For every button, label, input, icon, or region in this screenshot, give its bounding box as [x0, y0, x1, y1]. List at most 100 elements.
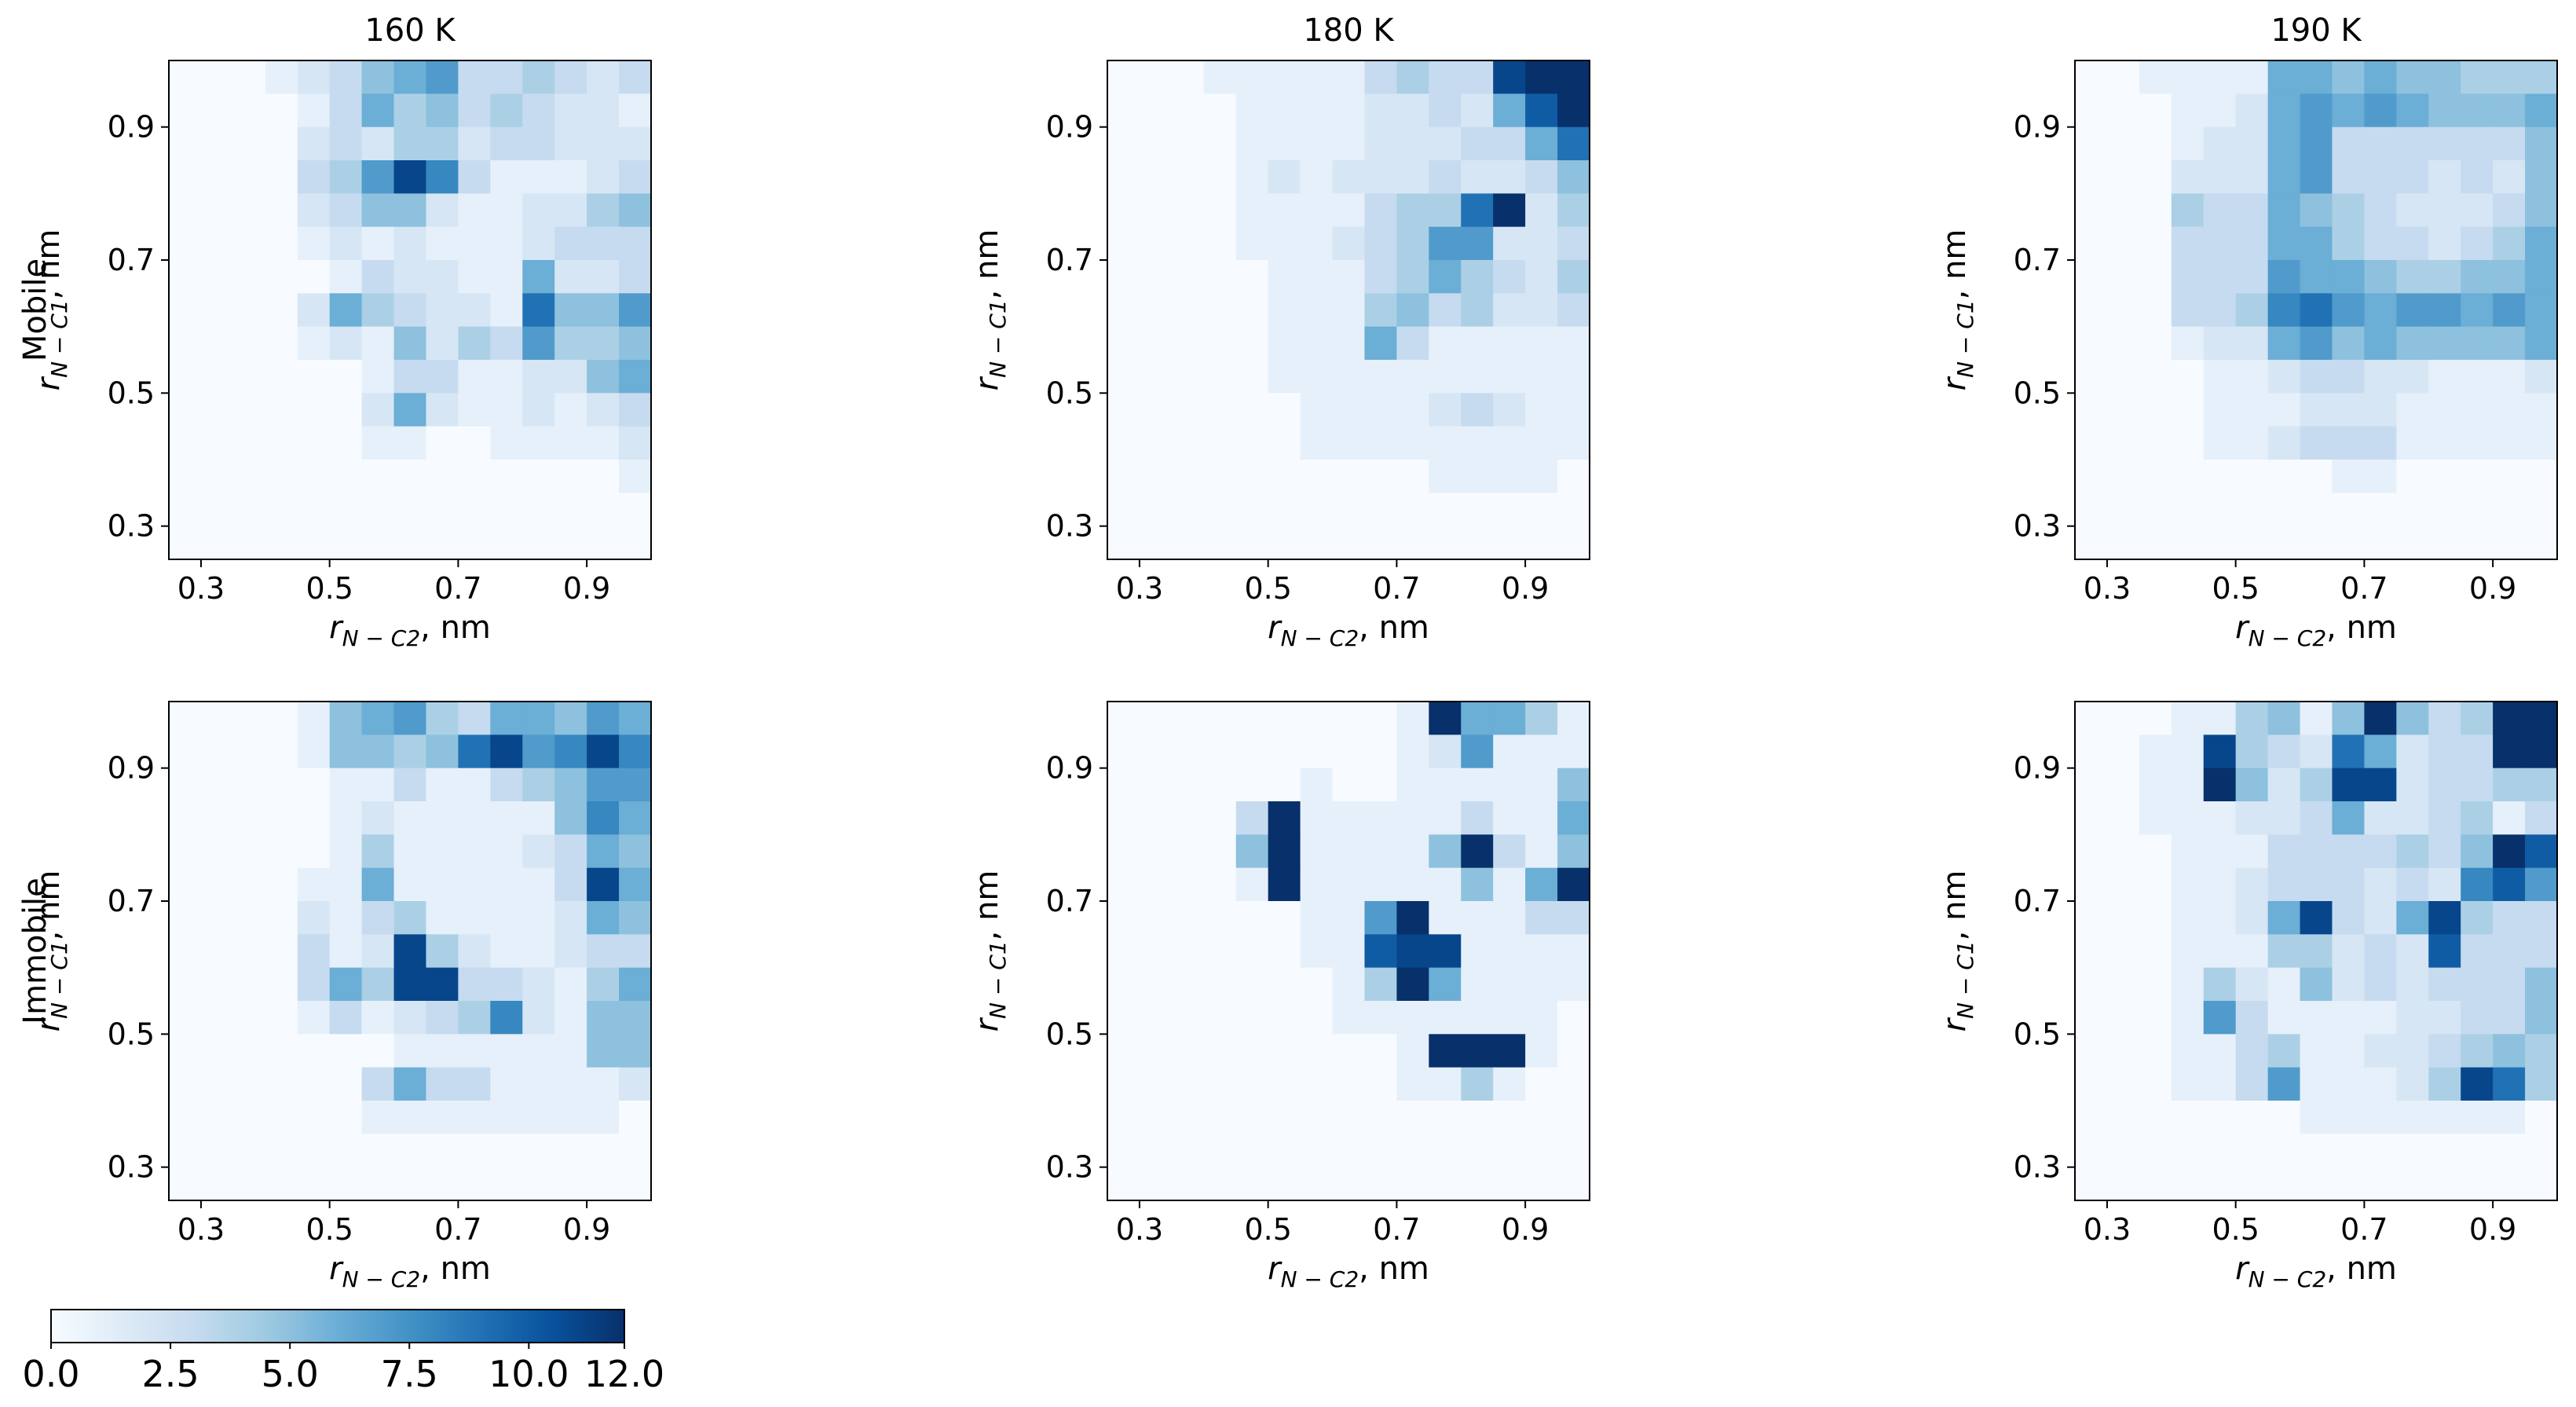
heatmap-cell: [361, 260, 395, 294]
heatmap-cell: [1139, 735, 1173, 769]
heatmap-cell: [2525, 801, 2558, 835]
heatmap-cell: [2428, 526, 2461, 560]
heatmap-cell: [2267, 93, 2301, 128]
heatmap-cell: [2300, 1167, 2333, 1201]
heatmap-cell: [1203, 293, 1237, 328]
heatmap-cell: [1171, 768, 1205, 802]
heatmap-cell: [2332, 934, 2365, 969]
x-tick-label: 0.7: [434, 1212, 481, 1247]
heatmap-cell: [297, 526, 331, 560]
heatmap-cell: [2235, 526, 2269, 560]
y-tick-label: 0.9: [2014, 110, 2061, 145]
heatmap-cell: [2332, 60, 2365, 94]
heatmap-cell: [1171, 260, 1205, 294]
heatmap-cell: [1268, 393, 1301, 427]
heatmap-cell: [2235, 326, 2269, 361]
heatmap-cell: [1107, 160, 1140, 194]
heatmap-cell: [2267, 260, 2301, 294]
heatmap-cell: [2171, 293, 2205, 328]
heatmap-cell: [297, 60, 331, 94]
heatmap-cell: [1525, 426, 1558, 460]
heatmap-cell: [1139, 126, 1173, 161]
heatmap-cell: [2493, 60, 2526, 94]
heatmap-cell: [329, 126, 363, 161]
heatmap-cell: [393, 901, 427, 935]
heatmap-cell: [490, 360, 523, 394]
heatmap-cell: [2396, 1167, 2429, 1201]
heatmap-cell: [1203, 326, 1237, 361]
heatmap-cell: [2267, 1067, 2301, 1101]
heatmap-cell: [393, 801, 427, 835]
heatmap-cell: [1203, 1067, 1237, 1101]
heatmap-cell: [393, 967, 427, 1002]
heatmap-cell: [1461, 867, 1494, 902]
heatmap-cell: [2139, 867, 2172, 902]
heatmap-cell: [1364, 901, 1397, 935]
heatmap-cell: [1203, 967, 1237, 1002]
heatmap-cell: [1107, 326, 1140, 361]
heatmap-cell: [361, 193, 395, 228]
heatmap-cell: [2364, 426, 2397, 460]
heatmap-cell: [1364, 493, 1397, 527]
heatmap-cell: [2525, 1001, 2558, 1035]
heatmap-cell: [426, 293, 459, 328]
heatmap-cell: [2364, 193, 2397, 228]
heatmap-cell: [522, 801, 555, 835]
heatmap-cell: [329, 834, 363, 869]
heatmap-cell: [200, 1167, 234, 1201]
heatmap-cell: [2235, 1167, 2269, 1201]
heatmap-cell: [1300, 735, 1334, 769]
heatmap-cell: [1235, 735, 1269, 769]
heatmap-cell: [587, 834, 620, 869]
column-title: 160 K: [364, 13, 456, 49]
heatmap-cell: [1461, 1001, 1494, 1035]
heatmap-cell: [1235, 1001, 1269, 1035]
heatmap-cell: [2525, 60, 2558, 94]
heatmap-cell: [329, 967, 363, 1002]
heatmap-cell: [2267, 60, 2301, 94]
heatmap-cell: [619, 934, 652, 969]
heatmap-cell: [522, 1134, 555, 1168]
heatmap-cell: [1332, 1101, 1366, 1134]
heatmap-cell: [2139, 426, 2172, 460]
heatmap-cell: [1429, 967, 1462, 1002]
y-tick-label: 0.3: [1046, 1150, 1093, 1185]
heatmap-cell: [426, 360, 459, 394]
heatmap-cell: [361, 834, 395, 869]
heatmap-cell: [2139, 1167, 2172, 1201]
heatmap-cell: [1107, 702, 1140, 735]
panel-frame: [1107, 60, 1590, 560]
heatmap-cell: [232, 160, 266, 194]
heatmap-cell: [1300, 526, 1334, 560]
heatmap-cell: [458, 460, 491, 493]
heatmap-cell: [2139, 360, 2172, 394]
heatmap-cell: [1171, 1134, 1205, 1168]
heatmap-cell: [1429, 1001, 1462, 1035]
heatmap-cell: [2300, 702, 2333, 735]
heatmap-cell: [2106, 293, 2140, 328]
heatmap-cell: [1235, 1067, 1269, 1101]
x-tick-label: 0.5: [306, 1212, 353, 1247]
heatmap-cell: [2106, 735, 2140, 769]
heatmap-cell: [169, 834, 202, 869]
heatmap-cell: [232, 93, 266, 128]
heatmap-cell: [1203, 901, 1237, 935]
x-tick-label: 0.9: [1502, 1212, 1549, 1247]
heatmap-cell: [2139, 393, 2172, 427]
x-tick-label: 0.5: [1244, 1212, 1291, 1247]
heatmap-cell: [2203, 160, 2237, 194]
heatmap-cell: [426, 834, 459, 869]
x-tick-label: 0.3: [177, 1212, 225, 1247]
heatmap-cell: [1235, 967, 1269, 1002]
heatmap-cell: [297, 293, 331, 328]
heatmap-cell: [2493, 1101, 2526, 1134]
heatmap-cell: [2493, 1001, 2526, 1035]
heatmap-cell: [1557, 326, 1590, 361]
heatmap-cell: [393, 160, 427, 194]
heatmap-cell: [2075, 426, 2108, 460]
heatmap-cell: [2106, 493, 2140, 527]
heatmap-cell: [2525, 126, 2558, 161]
heatmap-cell: [554, 901, 587, 935]
heatmap-cell: [2332, 260, 2365, 294]
heatmap-cell: [1429, 1101, 1462, 1134]
